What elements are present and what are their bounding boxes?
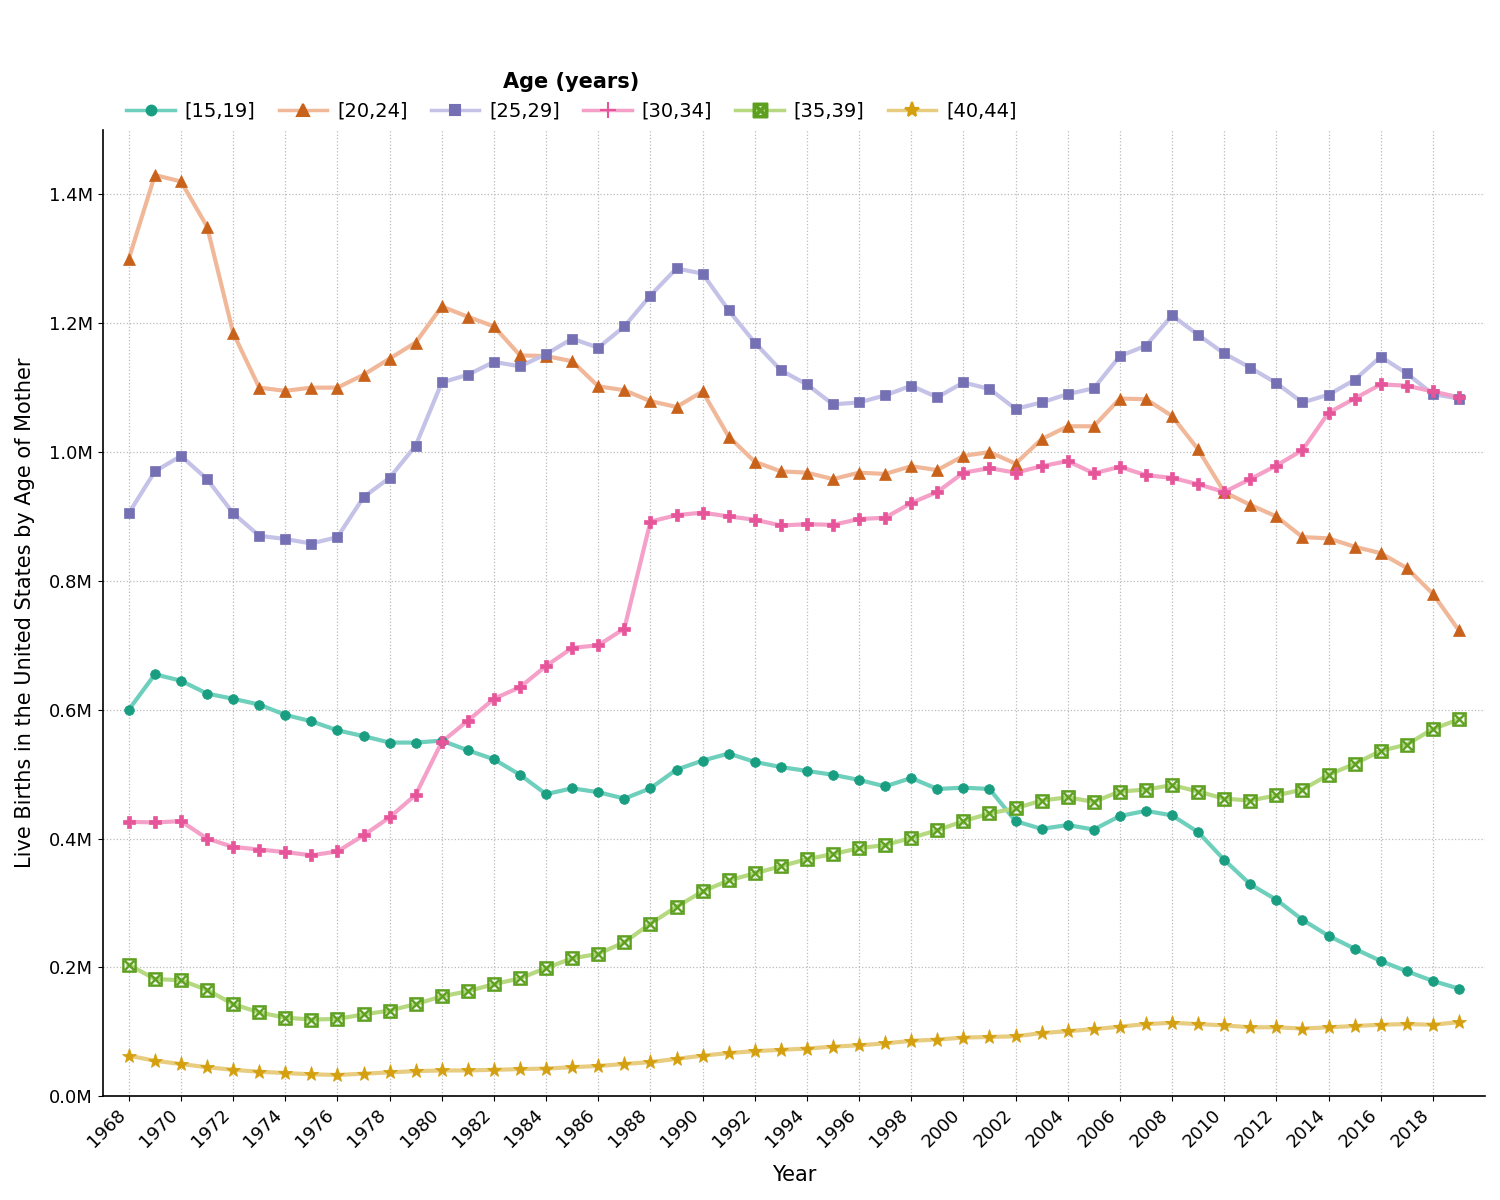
[30,34] xyxy=(850,512,868,527)
[35,39] xyxy=(303,1013,321,1027)
[35,39] xyxy=(954,814,972,828)
[15,19] xyxy=(1371,954,1389,968)
[35,39] xyxy=(224,997,242,1012)
Line: [35,39]: [35,39] xyxy=(122,713,1466,1026)
[35,39] xyxy=(1007,802,1025,816)
[25,29] xyxy=(615,319,633,334)
[30,34] xyxy=(1371,377,1389,391)
[35,39] xyxy=(772,859,790,874)
[20,24] xyxy=(1371,546,1389,560)
[40,44] xyxy=(954,1031,972,1045)
[30,34] xyxy=(954,466,972,480)
[25,29] xyxy=(876,388,894,402)
[20,24] xyxy=(1450,623,1468,637)
[15,19] xyxy=(1007,814,1025,828)
X-axis label: Year: Year xyxy=(771,1165,816,1184)
[40,44] xyxy=(1371,1018,1389,1032)
Line: [40,44]: [40,44] xyxy=(122,1014,1467,1082)
[40,44] xyxy=(224,1063,242,1078)
[30,34] xyxy=(1450,390,1468,404)
[25,29] xyxy=(1450,391,1468,406)
[40,44] xyxy=(1450,1015,1468,1030)
[40,44] xyxy=(1007,1030,1025,1044)
[25,29] xyxy=(981,382,999,396)
Line: [30,34]: [30,34] xyxy=(123,378,1466,862)
[30,34] xyxy=(615,622,633,636)
[35,39] xyxy=(120,958,138,972)
[25,29] xyxy=(798,377,816,391)
[20,24] xyxy=(146,168,164,182)
[30,34] xyxy=(1007,466,1025,480)
[30,34] xyxy=(120,815,138,829)
[15,19] xyxy=(146,667,164,682)
[35,39] xyxy=(1371,744,1389,758)
[15,19] xyxy=(772,760,790,774)
[15,19] xyxy=(615,792,633,806)
[25,29] xyxy=(120,506,138,521)
[35,39] xyxy=(615,935,633,949)
[35,39] xyxy=(1450,712,1468,726)
[20,24] xyxy=(251,380,268,395)
Legend: [15,19], [20,24], [25,29], [30,34], [35,39], [40,44]: [15,19], [20,24], [25,29], [30,34], [35,… xyxy=(126,72,1017,121)
[25,29] xyxy=(668,262,686,276)
Y-axis label: Live Births in the United States by Age of Mother: Live Births in the United States by Age … xyxy=(15,358,34,869)
[30,34] xyxy=(224,840,242,854)
[20,24] xyxy=(120,252,138,266)
[20,24] xyxy=(1007,456,1025,470)
[15,19] xyxy=(251,697,268,712)
[40,44] xyxy=(615,1057,633,1072)
[15,19] xyxy=(954,780,972,794)
[30,34] xyxy=(772,518,790,533)
[20,24] xyxy=(772,464,790,479)
Line: [25,29]: [25,29] xyxy=(124,264,1464,548)
[25,29] xyxy=(224,506,242,521)
[30,34] xyxy=(303,848,321,863)
[15,19] xyxy=(1450,982,1468,996)
[20,24] xyxy=(615,383,633,397)
[15,19] xyxy=(120,702,138,716)
[20,24] xyxy=(954,449,972,463)
[40,44] xyxy=(120,1049,138,1063)
Line: [20,24]: [20,24] xyxy=(123,169,1464,636)
Line: [15,19]: [15,19] xyxy=(124,670,1464,994)
[40,44] xyxy=(772,1043,790,1057)
[40,44] xyxy=(328,1068,346,1082)
[25,29] xyxy=(303,536,321,551)
[25,29] xyxy=(1032,395,1050,409)
